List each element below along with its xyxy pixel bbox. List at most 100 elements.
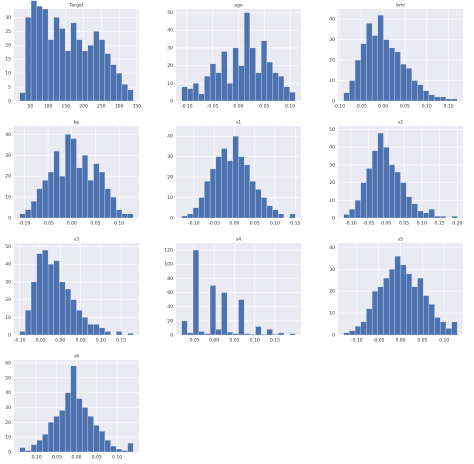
y-tick-label: 30 xyxy=(167,45,173,51)
bar xyxy=(272,209,279,219)
x-tick-label: -0.05 xyxy=(208,221,220,227)
y-tick-label: 40 xyxy=(5,262,11,268)
bar xyxy=(198,331,205,336)
bar xyxy=(434,216,441,219)
x-tick-label: 0.10 xyxy=(285,104,295,110)
x-tick-label: 0.10 xyxy=(422,104,432,110)
bar xyxy=(104,188,111,219)
x-tick-label: 0.05 xyxy=(76,338,86,344)
chart-title: s3 xyxy=(74,237,79,243)
bar xyxy=(266,61,273,102)
x-tick-label: 0.00 xyxy=(229,221,239,227)
x-tick-label: 0.05 xyxy=(92,455,102,461)
bar xyxy=(383,277,390,336)
bar xyxy=(238,65,245,102)
y-tick-label: 15 xyxy=(5,57,11,63)
y-tick-label: 20 xyxy=(167,175,173,181)
y-tick-label: 10 xyxy=(329,198,335,204)
bar xyxy=(289,333,296,336)
bar xyxy=(110,445,117,453)
bar xyxy=(451,98,458,102)
y-tick-label: 0 xyxy=(332,99,335,105)
bar xyxy=(266,329,273,336)
bar xyxy=(434,317,441,336)
bar xyxy=(226,160,233,219)
bar xyxy=(93,163,100,219)
bar xyxy=(215,72,222,102)
bar xyxy=(289,213,296,219)
bar xyxy=(192,249,199,336)
x-tick-label: -0.05 xyxy=(50,455,62,461)
x-tick-label: 0.10 xyxy=(112,455,122,461)
y-tick-label: 25 xyxy=(5,29,11,35)
x-tick-label: 0.10 xyxy=(439,338,449,344)
y-tick-label: 30 xyxy=(167,154,173,160)
y-tick-label: 30 xyxy=(5,279,11,285)
y-tick-label: 0 xyxy=(8,99,11,105)
bar xyxy=(19,331,26,336)
y-tick-label: 80 xyxy=(167,276,173,282)
x-tick-label: 0.05 xyxy=(400,104,410,110)
bar xyxy=(411,203,418,219)
y-tick-label: 30 xyxy=(5,405,11,411)
bar xyxy=(110,64,117,102)
bar xyxy=(440,96,447,102)
y-tick-label: 10 xyxy=(329,311,335,317)
bar xyxy=(121,450,128,453)
y-tick-label: 10 xyxy=(5,435,11,441)
x-tick-label: 350 xyxy=(133,104,142,110)
bar xyxy=(360,43,367,102)
bar xyxy=(59,176,66,219)
bar xyxy=(226,83,233,102)
bar xyxy=(406,273,413,336)
bar xyxy=(400,182,407,219)
x-tick-label: 0.05 xyxy=(399,221,409,227)
bar xyxy=(423,295,430,336)
bar xyxy=(25,310,32,336)
bar xyxy=(36,439,43,453)
y-tick-label: 20 xyxy=(5,297,11,303)
bar xyxy=(445,328,452,336)
bar xyxy=(87,324,94,336)
y-tick-label: 60 xyxy=(167,290,173,296)
bar xyxy=(278,76,285,102)
x-tick-label: 0.00 xyxy=(209,338,219,344)
bar xyxy=(451,216,458,219)
bar xyxy=(25,17,32,102)
bar xyxy=(272,72,279,102)
bar xyxy=(42,434,49,453)
bar xyxy=(266,205,273,219)
bar xyxy=(25,450,32,453)
bar xyxy=(209,285,216,336)
bar xyxy=(82,155,89,219)
bar xyxy=(423,90,430,102)
x-tick-label: 250 xyxy=(97,104,106,110)
bar xyxy=(87,45,94,102)
y-tick-label: 0 xyxy=(170,216,173,222)
y-tick-label: 50 xyxy=(5,244,11,250)
y-tick-label: 20 xyxy=(5,420,11,426)
y-tick-label: 20 xyxy=(167,63,173,69)
bar xyxy=(82,407,89,453)
x-tick-label: 0.10 xyxy=(250,338,260,344)
bar xyxy=(428,94,435,102)
y-tick-label: 50 xyxy=(5,375,11,381)
bar xyxy=(232,136,239,219)
y-tick-label: 30 xyxy=(329,267,335,273)
bar xyxy=(349,209,356,219)
x-tick-label: 0.00 xyxy=(55,338,65,344)
bar xyxy=(244,333,251,336)
y-tick-label: 120 xyxy=(164,248,173,254)
bar xyxy=(204,76,211,102)
x-tick-label: 0.10 xyxy=(96,338,106,344)
y-tick-label: 40 xyxy=(167,134,173,140)
bar xyxy=(366,168,373,219)
x-tick-label: 0.15 xyxy=(116,338,126,344)
bar xyxy=(47,39,54,102)
y-tick-label: 20 xyxy=(329,289,335,295)
x-tick-label: 0.15 xyxy=(435,221,445,227)
bar xyxy=(76,398,83,453)
bar xyxy=(42,180,49,219)
x-tick-label: -0.05 xyxy=(188,338,200,344)
